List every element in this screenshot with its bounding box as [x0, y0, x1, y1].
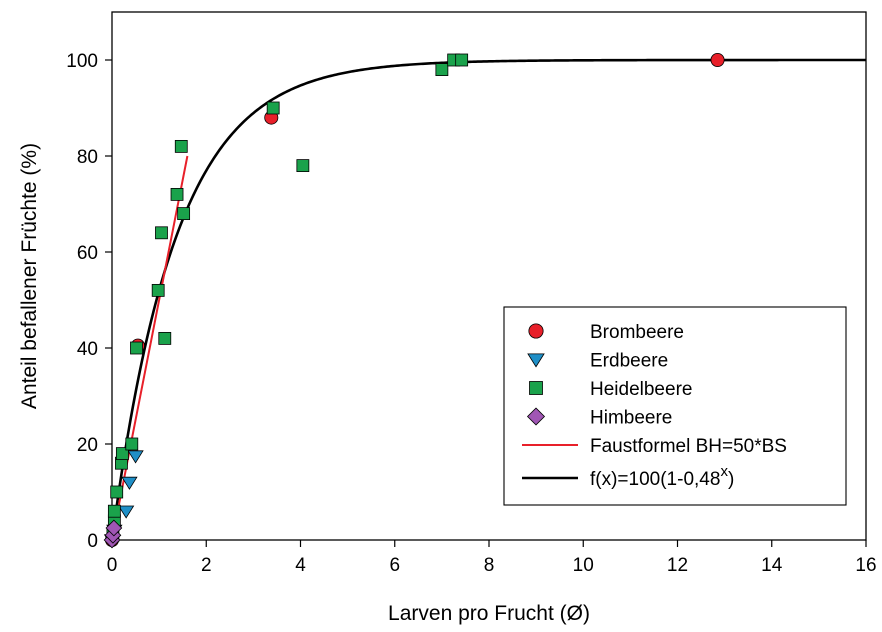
x-tick-label: 10 [573, 555, 594, 576]
heidelbeere-point [107, 504, 121, 518]
y-tick-label: 80 [77, 147, 98, 168]
legend-himbeere-marker [526, 407, 546, 426]
x-tick-label: 6 [389, 555, 400, 576]
fit-curve-line [110, 58, 866, 541]
brombeere-point [710, 53, 725, 68]
x-tick-label: 16 [855, 555, 876, 576]
x-tick-label: 2 [201, 555, 212, 576]
heidelbeere-point [110, 485, 124, 499]
legend-erdbeere-marker [527, 353, 545, 368]
heidelbeere-point [125, 437, 139, 451]
y-axis-title: Anteil befallener Früchte (%) [18, 143, 41, 409]
heidelbeere-point [266, 101, 280, 115]
legend-heidelbeere-marker [529, 381, 543, 395]
erdbeere-point [121, 476, 138, 490]
legend-brombeere-marker [528, 323, 544, 339]
data-points [103, 53, 725, 549]
legend-erdbeere-label: Erdbeere [590, 351, 668, 372]
x-tick-label: 4 [295, 555, 306, 576]
himbeere-point [105, 519, 123, 537]
curves [110, 58, 866, 541]
heidelbeere-point [158, 331, 172, 345]
heidelbeere-point [435, 63, 449, 76]
legend-heidelbeere-label: Heidelbeere [590, 379, 692, 400]
legend-brombeere-label: Brombeere [590, 322, 684, 343]
legend-fit-curve-label-sup: x [720, 463, 728, 480]
y-tick-label: 20 [77, 435, 98, 456]
y-tick-label: 40 [77, 339, 98, 360]
erdbeere-point [127, 450, 144, 464]
heidelbeere-point [170, 187, 184, 201]
legend-fit-curve-label-end: ) [728, 469, 734, 490]
legend-box [503, 306, 847, 506]
erdbeere-point [117, 505, 135, 519]
heidelbeere-point [296, 159, 310, 173]
y-tick-label: 100 [66, 51, 98, 72]
legend-fit-curve-label: f(x)=100(1-0,48x) [590, 463, 734, 490]
heidelbeere-point [115, 447, 129, 461]
heidelbeere-point [130, 341, 143, 355]
axis-ticks: 0 2 4 6 8 10 12 14 16 0 20 40 60 80 100 [66, 51, 876, 576]
x-tick-label: 14 [761, 555, 783, 576]
legend-faustformel-label: Faustformel BH=50*BS [590, 436, 787, 457]
legend-himbeere-label: Himbeere [590, 408, 672, 429]
heidelbeere-point [155, 226, 168, 240]
faustformel-line [111, 155, 189, 541]
x-tick-label: 0 [107, 555, 118, 576]
x-axis-title: Larven pro Frucht (Ø) [388, 602, 590, 625]
x-tick-label: 8 [484, 555, 495, 576]
heidelbeere-point [151, 283, 165, 297]
heidelbeere-point [177, 207, 191, 221]
legend: Brombeere Erdbeere Heidelbeere Himbeere Faus… [503, 306, 847, 506]
y-tick-label: 60 [77, 243, 98, 264]
y-tick-label: 0 [87, 531, 98, 552]
legend-fit-curve-label-main: f(x)=100(1-0,48 [590, 469, 720, 490]
x-tick-label: 12 [667, 555, 688, 576]
heidelbeere-point [174, 139, 188, 153]
heidelbeere-point [455, 53, 469, 67]
